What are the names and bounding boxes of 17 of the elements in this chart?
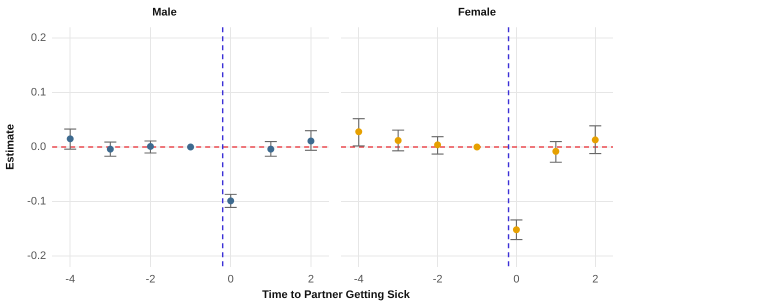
y-tick-label: -0.1 — [27, 195, 46, 208]
x-tick-label: -4 — [65, 273, 76, 286]
y-axis-title: Estimate — [4, 124, 17, 170]
y-tick-label: 0.2 — [30, 32, 46, 44]
x-tick-label: 0 — [513, 273, 520, 286]
x-tick-label: -2 — [432, 273, 442, 286]
x-tick-label: 2 — [308, 273, 314, 286]
x-tick-label: -4 — [354, 273, 364, 286]
x-tick-label: -2 — [146, 273, 156, 286]
x-tick-label: 2 — [592, 273, 598, 286]
chart-title: Female — [458, 6, 496, 19]
y-tick-label: -0.2 — [27, 250, 46, 262]
chart-title: Male — [152, 6, 177, 19]
x-tick-label: 0 — [228, 273, 234, 286]
y-tick-label: 0.0 — [30, 141, 46, 154]
y-tick-label: 0.1 — [30, 86, 46, 99]
x-axis-title: Time to Partner Getting Sick — [261, 289, 411, 301]
